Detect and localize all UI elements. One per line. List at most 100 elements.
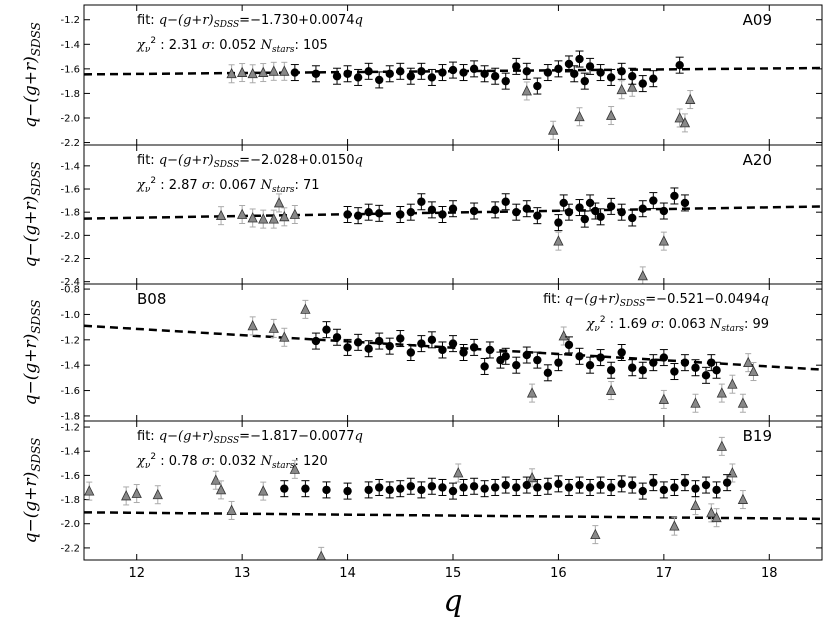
star-marker [638, 204, 647, 213]
star-marker [480, 362, 489, 371]
star-marker [617, 348, 626, 357]
star-marker [533, 81, 542, 91]
y-axis-label: q−(g+r)SDSS [21, 438, 43, 544]
x-tick-label: 14 [339, 566, 356, 581]
star-marker [712, 366, 721, 375]
star-marker [670, 367, 679, 376]
star-marker [543, 368, 553, 377]
panel-data [84, 299, 822, 413]
star-marker [670, 483, 679, 492]
x-tick-label: 17 [656, 566, 673, 581]
star-marker [554, 479, 563, 489]
y-tick-label: -0.8 [60, 285, 80, 296]
star-marker [459, 348, 468, 357]
star-marker [501, 352, 510, 361]
star-marker [722, 478, 732, 487]
star-marker [617, 207, 626, 217]
star-marker [301, 484, 310, 493]
rejected-star-marker [737, 493, 749, 504]
rejected-star-marker [748, 365, 759, 376]
star-marker [485, 345, 495, 355]
rejected-star-marker [690, 499, 701, 511]
star-marker [385, 69, 394, 78]
y-axis-label: q−(g+r)SDSS [21, 162, 43, 268]
panel-a09: -1.2 -1.4 -1.6 -1.8 -2.0 -2.2 fit: q−(g+r)SDSS… [21, 4, 823, 149]
star-marker [680, 358, 690, 367]
rejected-star-marker [300, 303, 311, 314]
star-marker [628, 480, 637, 490]
star-marker [364, 207, 373, 217]
y-tick-label: -1.4 [60, 40, 80, 51]
rejected-star-marker [590, 528, 601, 540]
fit-equation: fit: q−(g+r)SDSS=−1.730+0.0074q [137, 13, 363, 30]
rejected-star-marker [289, 208, 301, 219]
star-marker [343, 486, 352, 496]
star-marker [707, 358, 716, 367]
star-marker [469, 64, 479, 74]
rejected-star-marker [706, 506, 717, 518]
rejected-star-marker [716, 387, 727, 398]
rejected-star-marker [679, 117, 691, 128]
y-tick-label: -2.2 [60, 254, 80, 265]
star-marker [659, 485, 669, 495]
star-marker [490, 483, 500, 492]
rejected-star-marker [521, 85, 532, 96]
fit-equation: fit: q−(g+r)SDSS=−1.817−0.0077q [137, 429, 363, 446]
rejected-star-marker [526, 387, 538, 398]
star-marker [670, 191, 679, 201]
star-marker [680, 478, 690, 487]
x-tick-label: 16 [550, 566, 567, 581]
rejected-star-marker [716, 440, 727, 451]
y-tick-label: -1.6 [60, 185, 80, 196]
star-marker [375, 209, 384, 218]
star-marker [680, 198, 690, 208]
star-marker [396, 210, 405, 219]
star-marker [343, 343, 352, 352]
panel-tag: A20 [743, 151, 772, 169]
star-marker [638, 79, 647, 88]
rejected-star-marker [690, 397, 701, 408]
x-tick-label: 12 [128, 566, 145, 581]
rejected-star-marker [247, 319, 258, 331]
rejected-star-marker [215, 209, 227, 221]
star-marker [628, 363, 637, 372]
star-marker [448, 339, 458, 348]
rejected-star-marker [84, 485, 95, 496]
star-marker [675, 60, 684, 70]
x-axis-label: q [443, 584, 462, 619]
y-tick-label: -2.0 [60, 113, 80, 124]
star-marker [617, 67, 626, 76]
star-marker [406, 482, 416, 491]
star-marker [438, 345, 447, 355]
rejected-star-marker [247, 212, 258, 223]
panel-b08: -0.8 -1.0 -1.2 -1.4 -1.6 -1.8 B08 fit: q−(g+r)S… [21, 283, 823, 422]
panel-tag: B19 [743, 427, 772, 445]
rejected-star-marker [258, 485, 269, 496]
star-marker [427, 73, 437, 82]
star-marker [512, 62, 521, 71]
rejected-star-marker [152, 488, 163, 500]
rejected-star-marker [236, 208, 248, 219]
star-marker [585, 198, 595, 208]
star-marker [580, 214, 589, 224]
star-marker [533, 211, 542, 220]
star-marker [575, 352, 584, 361]
rejected-star-marker [685, 93, 696, 104]
rejected-star-marker [258, 213, 269, 224]
star-marker [638, 486, 647, 496]
x-tick-label: 13 [234, 566, 251, 581]
rejected-star-marker [605, 384, 617, 395]
star-marker [459, 483, 468, 492]
star-marker [353, 73, 363, 82]
star-marker [543, 482, 553, 491]
y-tick-label: -1.4 [60, 447, 80, 458]
star-marker [353, 211, 363, 220]
star-marker [427, 482, 437, 491]
star-marker [417, 67, 426, 76]
star-marker [522, 204, 531, 213]
star-marker [585, 62, 595, 71]
rejected-star-marker [743, 356, 754, 368]
star-marker [332, 72, 342, 81]
star-marker [580, 76, 589, 86]
star-marker [691, 484, 700, 493]
